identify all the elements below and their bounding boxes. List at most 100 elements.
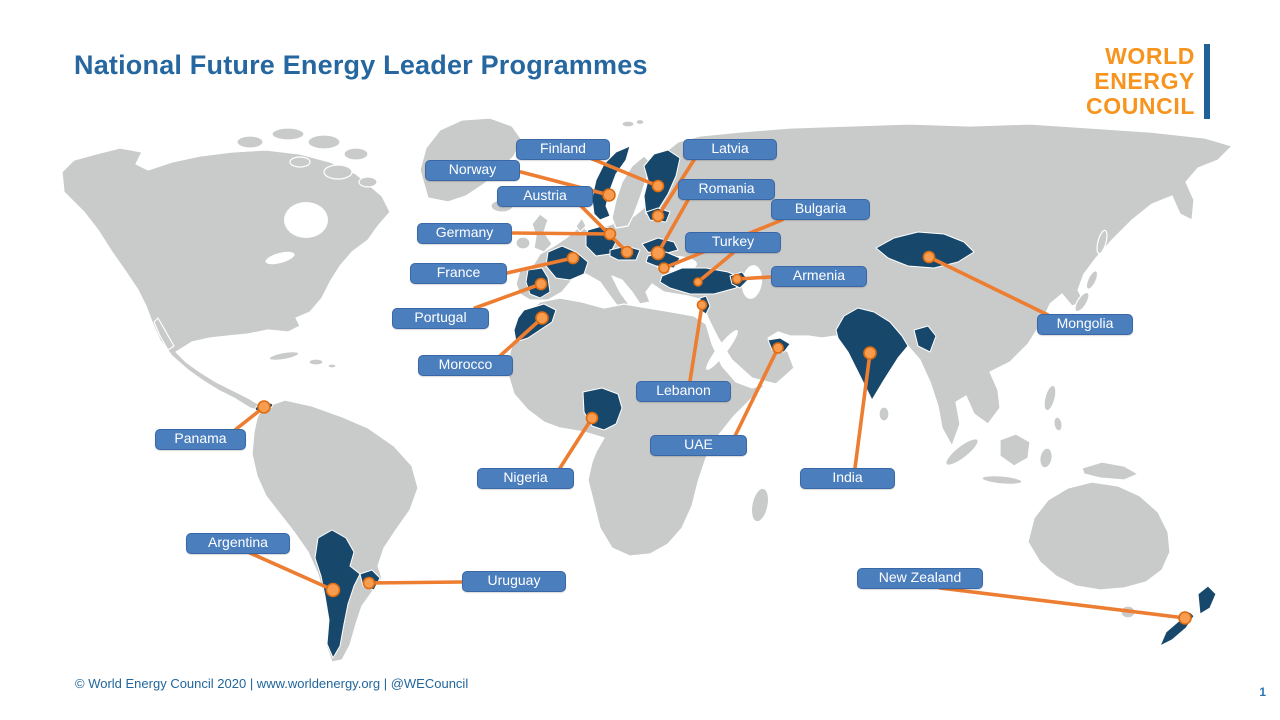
island-arctic-2 xyxy=(271,127,305,141)
country-label-morocco: Morocco xyxy=(418,355,513,376)
sea-great-lakes xyxy=(265,251,295,265)
landmass-africa xyxy=(507,297,767,557)
sea-red-sea xyxy=(706,330,738,370)
country-label-portugal: Portugal xyxy=(392,308,489,329)
country-label-uae: UAE xyxy=(650,435,747,456)
leader-line-latvia xyxy=(656,158,696,218)
marker-dot-turkey xyxy=(693,277,703,287)
wec-logo-bar xyxy=(1204,44,1210,119)
island-arctic-7 xyxy=(358,176,378,188)
country-norway xyxy=(591,145,631,221)
country-label-india: India xyxy=(800,468,895,489)
island-arctic-6 xyxy=(323,164,353,180)
country-mongolia xyxy=(875,231,975,269)
island-philippines-1 xyxy=(1043,384,1057,412)
island-ireland xyxy=(515,236,531,250)
marker-dot-nigeria xyxy=(585,411,599,425)
country-label-lebanon: Lebanon xyxy=(636,381,731,402)
marker-dot-uruguay xyxy=(362,576,376,590)
wec-logo: WORLD ENERGY COUNCIL xyxy=(1086,44,1210,119)
sea-hudson-bay xyxy=(284,202,328,238)
country-label-mongolia: Mongolia xyxy=(1037,314,1133,335)
landmass-australia xyxy=(1027,481,1171,591)
island-puerto-rico xyxy=(327,363,337,369)
island-japan-2 xyxy=(1074,291,1090,313)
country-label-panama: Panama xyxy=(155,429,246,450)
leader-line-france xyxy=(505,256,575,275)
country-label-bulgaria: Bulgaria xyxy=(771,199,870,220)
island-arctic-4 xyxy=(343,147,369,161)
country-label-finland: Finland xyxy=(516,139,610,160)
footer-text: © World Energy Council 2020 | www.worlde… xyxy=(75,676,469,691)
marker-dot-finland xyxy=(651,179,665,193)
marker-dot-mongolia xyxy=(922,250,936,264)
leader-line-nigeria xyxy=(558,416,594,470)
island-sri-lanka xyxy=(878,406,890,422)
country-label-armenia: Armenia xyxy=(771,266,867,287)
landmass-north-america xyxy=(61,147,391,413)
island-borneo xyxy=(999,433,1031,467)
wec-logo-text: WORLD ENERGY COUNCIL xyxy=(1086,44,1195,119)
leader-line-lebanon xyxy=(688,303,704,383)
country-label-uruguay: Uruguay xyxy=(462,571,566,592)
country-label-argentina: Argentina xyxy=(186,533,290,554)
island-arctic-5 xyxy=(289,156,311,168)
leader-line-mongolia xyxy=(927,255,1050,317)
leader-line-morocco xyxy=(498,316,544,358)
marker-dot-portugal xyxy=(534,277,548,291)
leader-line-india xyxy=(853,351,872,470)
island-madagascar xyxy=(750,487,770,523)
marker-dot-uae xyxy=(772,342,784,354)
marker-dot-romania xyxy=(650,245,666,261)
country-label-france: France xyxy=(410,263,507,284)
leader-line-new-zealand xyxy=(938,586,1187,620)
country-label-nigeria: Nigeria xyxy=(477,468,574,489)
island-sulawesi xyxy=(1039,447,1053,469)
landmass-south-america xyxy=(251,399,419,663)
leader-line-uae xyxy=(733,346,780,438)
landmass-eurasia xyxy=(515,123,1233,447)
page-title: National Future Energy Leader Programmes xyxy=(74,50,648,80)
leader-line-germany xyxy=(510,231,612,236)
landmass-denmark xyxy=(575,217,587,233)
island-philippines-2 xyxy=(1053,416,1063,432)
leader-line-norway xyxy=(519,170,611,197)
country-new-zealand-north xyxy=(1197,585,1217,615)
leader-line-austria xyxy=(578,203,629,254)
island-java xyxy=(981,475,1023,485)
island-svalbard-2 xyxy=(635,118,645,126)
island-arctic-3 xyxy=(307,134,341,150)
marker-dot-germany xyxy=(603,227,617,241)
country-label-romania: Romania xyxy=(678,179,775,200)
country-label-new-zealand: New Zealand xyxy=(857,568,983,589)
country-label-turkey: Turkey xyxy=(685,232,781,253)
island-arctic-1 xyxy=(236,135,264,149)
island-new-guinea xyxy=(1081,461,1139,481)
marker-dot-latvia xyxy=(651,209,665,223)
marker-dot-norway xyxy=(602,188,616,202)
country-label-latvia: Latvia xyxy=(683,139,777,160)
landmass-baja xyxy=(153,317,175,351)
leader-line-argentina xyxy=(248,551,335,592)
country-bangladesh xyxy=(913,325,937,353)
marker-dot-austria xyxy=(620,245,634,259)
marker-dot-france xyxy=(566,251,580,265)
island-hispaniola xyxy=(308,358,324,366)
marker-dot-morocco xyxy=(535,311,549,325)
wec-logo-line-1: WORLD xyxy=(1105,43,1195,69)
leader-line-portugal xyxy=(473,282,543,310)
island-japan-1 xyxy=(1085,270,1099,290)
marker-dot-argentina xyxy=(325,582,341,598)
wec-logo-line-2: ENERGY xyxy=(1094,68,1195,94)
marker-dot-new-zealand xyxy=(1178,611,1192,625)
island-sakhalin xyxy=(1096,229,1108,255)
marker-dot-panama xyxy=(257,400,271,414)
island-sumatra xyxy=(945,438,979,466)
marker-dot-lebanon xyxy=(696,299,708,311)
leader-line-romania xyxy=(656,198,690,255)
leader-line-uruguay xyxy=(367,580,464,585)
sea-caspian xyxy=(741,265,763,299)
leader-line-armenia xyxy=(735,275,773,281)
leader-line-turkey xyxy=(696,251,735,284)
